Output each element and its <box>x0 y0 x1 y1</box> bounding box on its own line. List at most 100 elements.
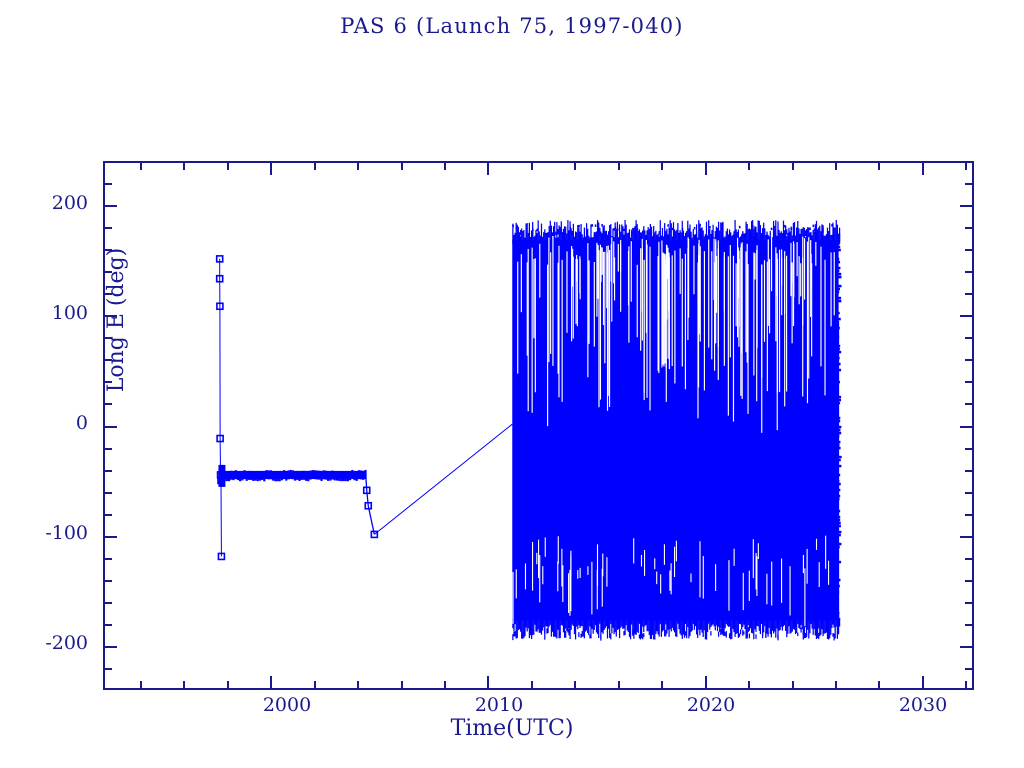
data-fill <box>717 221 720 244</box>
data-fill <box>614 618 616 633</box>
data-fill <box>837 299 842 303</box>
data-fill <box>569 226 572 230</box>
data-fill <box>725 631 727 638</box>
data-fill <box>695 618 698 635</box>
data-fill <box>786 618 788 638</box>
data-fill <box>798 618 800 628</box>
data-fill <box>572 618 575 626</box>
data-fill <box>827 618 830 640</box>
data-fill <box>628 234 631 240</box>
data-fill <box>557 618 559 630</box>
data-fill <box>671 236 674 244</box>
data-gap <box>804 568 806 627</box>
data-fill <box>730 232 732 240</box>
data-fill <box>614 226 617 230</box>
data-fill <box>809 232 811 236</box>
data-gap <box>697 262 699 419</box>
data-fill <box>793 221 796 244</box>
data-fill <box>676 229 678 244</box>
data-gap <box>679 248 681 294</box>
data-fill <box>830 618 832 635</box>
data-fill <box>565 226 567 244</box>
data-fill <box>604 234 606 238</box>
data-fill <box>748 618 751 631</box>
data-fill <box>610 618 612 625</box>
data-fill <box>775 233 777 240</box>
data-gap <box>770 236 773 292</box>
data-fill <box>322 470 325 480</box>
data-gap <box>550 252 552 354</box>
data-gap <box>806 241 809 404</box>
data-fill <box>536 228 539 232</box>
data-fill <box>812 628 814 635</box>
data-fill <box>766 618 768 631</box>
data-fill <box>302 470 306 480</box>
data-fill <box>580 633 582 638</box>
data-fill <box>582 618 584 637</box>
data-fill <box>532 629 534 636</box>
data-fill <box>335 471 339 481</box>
data-fill <box>571 618 573 625</box>
data-fill <box>558 618 560 639</box>
data-fill <box>616 231 619 236</box>
data-fill <box>647 227 649 244</box>
data-gap <box>544 537 546 557</box>
data-gap <box>737 247 739 298</box>
data-fill <box>548 225 550 244</box>
data-fill <box>744 618 746 630</box>
data-fill <box>675 231 677 239</box>
data-fill <box>654 618 656 640</box>
data-fill <box>656 234 658 244</box>
data-fill <box>516 235 518 239</box>
data-fill <box>657 618 659 635</box>
data-fill <box>755 226 757 244</box>
data-fill <box>650 618 653 640</box>
data-fill <box>725 618 727 625</box>
data-fill <box>689 231 691 236</box>
data-fill <box>639 232 642 244</box>
data-fill <box>583 618 586 632</box>
data-fill <box>603 618 605 631</box>
data-fill <box>644 230 646 237</box>
data-fill <box>560 228 562 235</box>
data-fill <box>513 618 515 631</box>
data-fill <box>782 220 785 244</box>
data-fill <box>562 228 565 244</box>
data-fill <box>536 618 538 632</box>
data-fill <box>320 471 323 481</box>
data-fill <box>736 231 738 238</box>
data-fill <box>786 236 788 244</box>
data-fill <box>256 472 259 482</box>
data-gap <box>597 244 599 299</box>
data-fill <box>600 231 602 244</box>
data-fill <box>777 618 779 639</box>
data-fill <box>837 257 840 261</box>
data-fill <box>837 455 842 459</box>
data-fill <box>804 632 807 638</box>
data-fill <box>221 470 224 480</box>
data-gap <box>711 251 713 360</box>
data-fill <box>822 227 824 233</box>
data-fill <box>640 618 643 639</box>
data-fill <box>660 618 663 637</box>
data-fill <box>761 618 764 639</box>
data-fill <box>532 228 534 232</box>
data-fill <box>648 618 650 635</box>
data-fill <box>775 220 777 244</box>
data-fill <box>599 618 601 624</box>
data-fill <box>267 470 270 480</box>
data-fill <box>658 231 660 235</box>
data-fill <box>585 618 588 631</box>
data-fill <box>514 618 516 625</box>
data-fill <box>748 228 751 244</box>
data-fill <box>681 220 683 244</box>
data-fill <box>837 350 842 354</box>
data-fill <box>752 618 754 634</box>
data-gap <box>747 264 749 414</box>
data-gap <box>806 548 808 584</box>
x-axis-label: Time(UTC) <box>450 716 574 741</box>
data-gap <box>602 251 605 326</box>
data-fill <box>738 237 741 244</box>
data-fill <box>796 227 798 230</box>
data-fill <box>746 223 748 244</box>
